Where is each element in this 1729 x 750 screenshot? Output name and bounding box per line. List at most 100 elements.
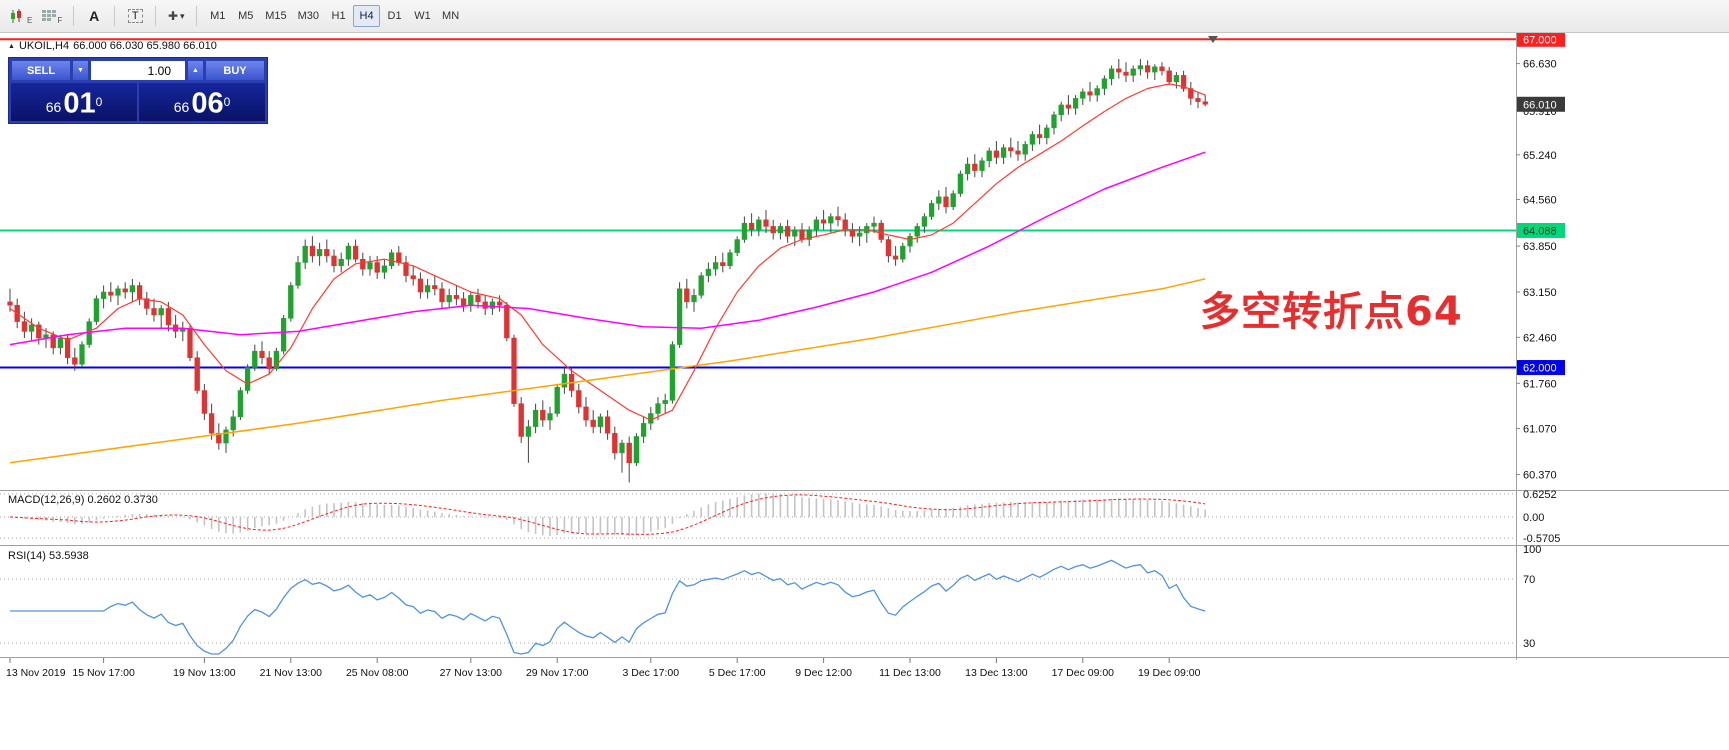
price-badge-64.088: 64.088 <box>1517 222 1565 238</box>
buy-price-prefix: 66 <box>173 99 190 116</box>
candlestick-chart-icon[interactable]: E <box>6 4 36 28</box>
time-axis[interactable]: 13 Nov 2019 15 Nov 17:00 19 Nov 13:00 21 No… <box>6 658 1201 679</box>
svg-text:15 Nov 17:00: 15 Nov 17:00 <box>72 667 135 679</box>
timeframe-d1[interactable]: D1 <box>381 5 408 27</box>
svg-text:63.150: 63.150 <box>1523 287 1557 299</box>
one-click-trading-panel: SELL ▼ ▲ BUY 66010 66060 <box>8 57 268 124</box>
svg-text:21 Nov 13:00: 21 Nov 13:00 <box>260 667 323 679</box>
svg-text:64.088: 64.088 <box>1523 225 1557 237</box>
svg-text:62.000: 62.000 <box>1523 363 1557 375</box>
text-tool-icon[interactable]: A <box>81 4 107 28</box>
svg-text:13 Dec 13:00: 13 Dec 13:00 <box>965 667 1028 679</box>
macd-histogram <box>16 493 1206 536</box>
candles <box>7 58 1208 483</box>
label-tool-glyph: T <box>127 9 143 23</box>
price-badge-67.000: 67.000 <box>1517 33 1565 47</box>
svg-text:66.010: 66.010 <box>1523 99 1557 111</box>
svg-text:64.560: 64.560 <box>1523 194 1557 206</box>
buy-price-big: 06 <box>191 87 224 120</box>
svg-text:11 Dec 13:00: 11 Dec 13:00 <box>879 667 941 679</box>
timeframe-m1[interactable]: M1 <box>204 5 231 27</box>
svg-text:17 Dec 09:00: 17 Dec 09:00 <box>1052 667 1115 679</box>
timeframe-m30[interactable]: M30 <box>293 5 324 27</box>
timeframe-h1[interactable]: H1 <box>325 5 352 27</box>
buy-price-sup: 0 <box>223 95 231 109</box>
grid-icon[interactable]: F <box>38 4 66 28</box>
svg-text:13 Nov 2019: 13 Nov 2019 <box>6 667 66 679</box>
svg-text:100: 100 <box>1523 544 1541 556</box>
toolbar-separator <box>114 6 116 26</box>
ohlc-values: 66.000 66.030 65.980 66.010 <box>73 40 217 52</box>
ma-fast-red <box>9 83 1206 421</box>
object-marker-icon: ▲ <box>8 42 15 50</box>
buy-button[interactable]: BUY <box>205 60 265 81</box>
candlesticks-sub: E <box>27 16 33 25</box>
timeframe-toolbar: M1 M5 M15 M30 H1 H4 D1 W1 MN <box>204 5 464 27</box>
sell-button[interactable]: SELL <box>11 60 71 81</box>
svg-text:60.370: 60.370 <box>1523 470 1557 482</box>
trade-prices-row: 66010 66060 <box>11 83 265 121</box>
svg-text:63.850: 63.850 <box>1523 241 1557 253</box>
trade-controls-row: SELL ▼ ▲ BUY <box>11 60 265 81</box>
chevron-down-icon: ▾ <box>180 10 185 21</box>
svg-text:66.630: 66.630 <box>1523 59 1557 71</box>
chart-workspace: 66.630 65.910 65.240 64.560 63.850 63.150 62.4… <box>0 33 1729 750</box>
chart-shift-marker[interactable] <box>1208 36 1218 43</box>
timeframe-mn[interactable]: MN <box>437 5 464 27</box>
symbol-timeframe: UKOIL,H4 <box>18 40 70 52</box>
timeframe-w1[interactable]: W1 <box>409 5 436 27</box>
triangle-down-icon: ▼ <box>77 67 84 74</box>
crosshair-tool-icon[interactable]: ✚ ▾ <box>163 4 189 28</box>
svg-text:62.460: 62.460 <box>1523 332 1557 344</box>
grid-sub: F <box>57 16 63 25</box>
crosshair-glyph: ✚ <box>167 9 178 23</box>
chart-title: ▲ UKOIL,H4 66.000 66.030 65.980 66.010 <box>8 40 217 52</box>
toolbar-separator <box>155 6 157 26</box>
rsi-label: RSI(14) 53.5938 <box>8 550 89 562</box>
toolbar-separator <box>73 6 75 26</box>
svg-text:70: 70 <box>1523 574 1535 586</box>
macd-signal-line <box>9 494 1206 535</box>
sell-price-prefix: 66 <box>45 99 62 116</box>
svg-text:3 Dec 17:00: 3 Dec 17:00 <box>622 667 679 679</box>
timeframe-h4[interactable]: H4 <box>353 5 381 27</box>
timeframe-m15[interactable]: M15 <box>260 5 291 27</box>
svg-text:65.240: 65.240 <box>1523 150 1557 162</box>
ma-slow-orange <box>9 278 1206 464</box>
svg-text:27 Nov 13:00: 27 Nov 13:00 <box>440 667 503 679</box>
toolbar-separator <box>196 6 198 26</box>
macd-label: MACD(12,26,9) 0.2602 0.3730 <box>8 494 158 506</box>
sell-price-display[interactable]: 66010 <box>11 83 137 121</box>
buy-price-display[interactable]: 66060 <box>139 83 265 121</box>
svg-text:0.00: 0.00 <box>1523 512 1544 524</box>
grid-glyph <box>42 9 57 21</box>
price-axis[interactable]: 66.63065.91065.24064.56063.85063.15062.4… <box>1516 33 1565 650</box>
svg-text:0.6252: 0.6252 <box>1523 489 1557 501</box>
svg-text:5 Dec 17:00: 5 Dec 17:00 <box>709 667 766 679</box>
svg-text:61.760: 61.760 <box>1523 378 1557 390</box>
triangle-up-icon: ▲ <box>192 67 199 74</box>
price-badge-62.000: 62.000 <box>1517 360 1565 376</box>
label-tool-icon[interactable]: T <box>122 4 148 28</box>
svg-text:-0.5705: -0.5705 <box>1523 533 1560 545</box>
sell-price-sup: 0 <box>95 95 103 109</box>
svg-text:30: 30 <box>1523 638 1535 650</box>
rsi-line <box>10 559 1206 655</box>
volume-input[interactable] <box>90 60 186 81</box>
price-badge-66.010: 66.010 <box>1517 96 1565 112</box>
rsi-grid <box>0 578 1516 644</box>
chart-annotation: 多空转折点64 <box>1200 289 1463 335</box>
timeframe-m5[interactable]: M5 <box>232 5 259 27</box>
svg-text:29 Nov 17:00: 29 Nov 17:00 <box>526 667 589 679</box>
volume-decrease-button[interactable]: ▼ <box>72 60 89 81</box>
volume-increase-button[interactable]: ▲ <box>187 60 204 81</box>
svg-text:25 Nov 08:00: 25 Nov 08:00 <box>346 667 409 679</box>
svg-text:9 Dec 12:00: 9 Dec 12:00 <box>795 667 852 679</box>
macd-grid <box>0 493 1516 539</box>
svg-text:19 Dec 09:00: 19 Dec 09:00 <box>1138 667 1201 679</box>
chart-canvas[interactable]: 66.63065.91065.24064.56063.85063.15062.4… <box>0 33 1729 750</box>
svg-text:19 Nov 13:00: 19 Nov 13:00 <box>173 667 236 679</box>
ma-mid-magenta <box>9 151 1206 346</box>
sell-price-big: 01 <box>63 87 96 120</box>
